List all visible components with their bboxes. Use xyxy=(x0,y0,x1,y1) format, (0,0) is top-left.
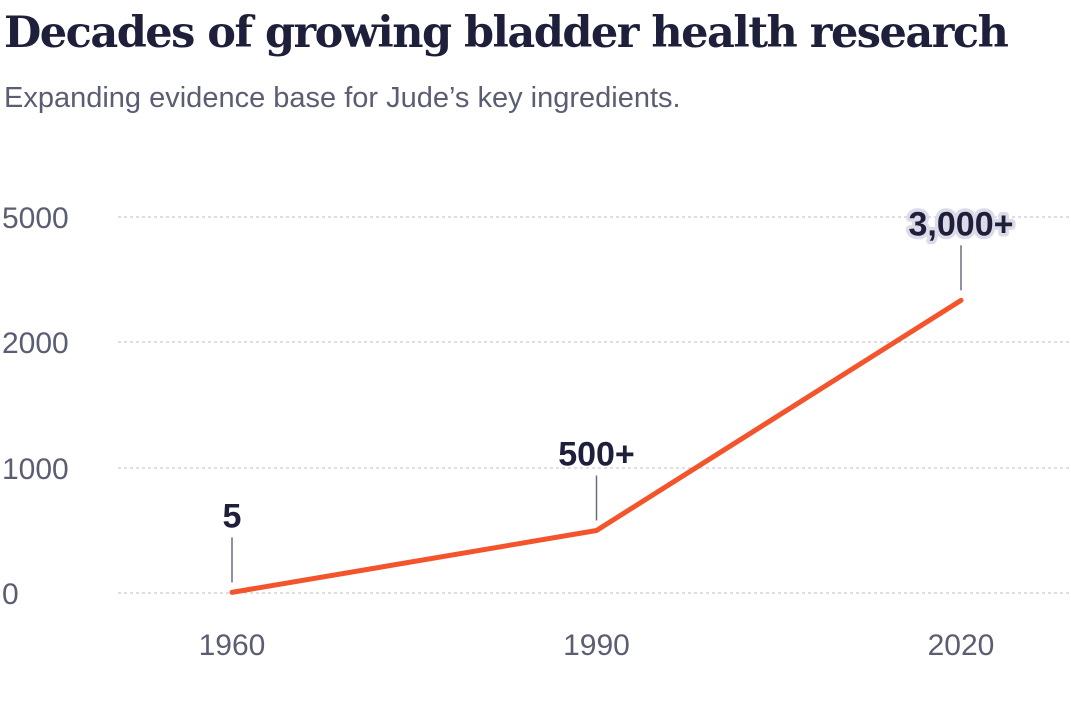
y-tick-label: 5000 xyxy=(2,202,69,235)
x-tick-label: 2020 xyxy=(928,629,995,662)
series-line xyxy=(229,297,964,595)
y-tick-label: 0 xyxy=(2,578,19,611)
y-axis-ticks: 0 1000 2000 5000 xyxy=(2,202,69,611)
x-tick-label: 1960 xyxy=(199,629,266,662)
data-label: 500+ xyxy=(558,436,635,474)
x-tick-label: 1990 xyxy=(563,629,630,662)
y-tick-label: 2000 xyxy=(2,327,69,360)
data-label: 5 xyxy=(223,497,242,535)
gridlines xyxy=(118,216,1071,594)
chart-subtitle: Expanding evidence base for Jude’s key i… xyxy=(4,82,681,114)
chart-title: Decades of growing bladder health resear… xyxy=(4,8,1009,58)
series-line-layer xyxy=(229,297,964,595)
data-labels: 5 500+ 3,000+ xyxy=(223,202,1017,583)
y-tick-label: 1000 xyxy=(2,453,69,486)
data-label: 3,000+ xyxy=(909,205,1014,243)
x-axis-ticks: 1960 1990 2020 xyxy=(199,629,995,662)
